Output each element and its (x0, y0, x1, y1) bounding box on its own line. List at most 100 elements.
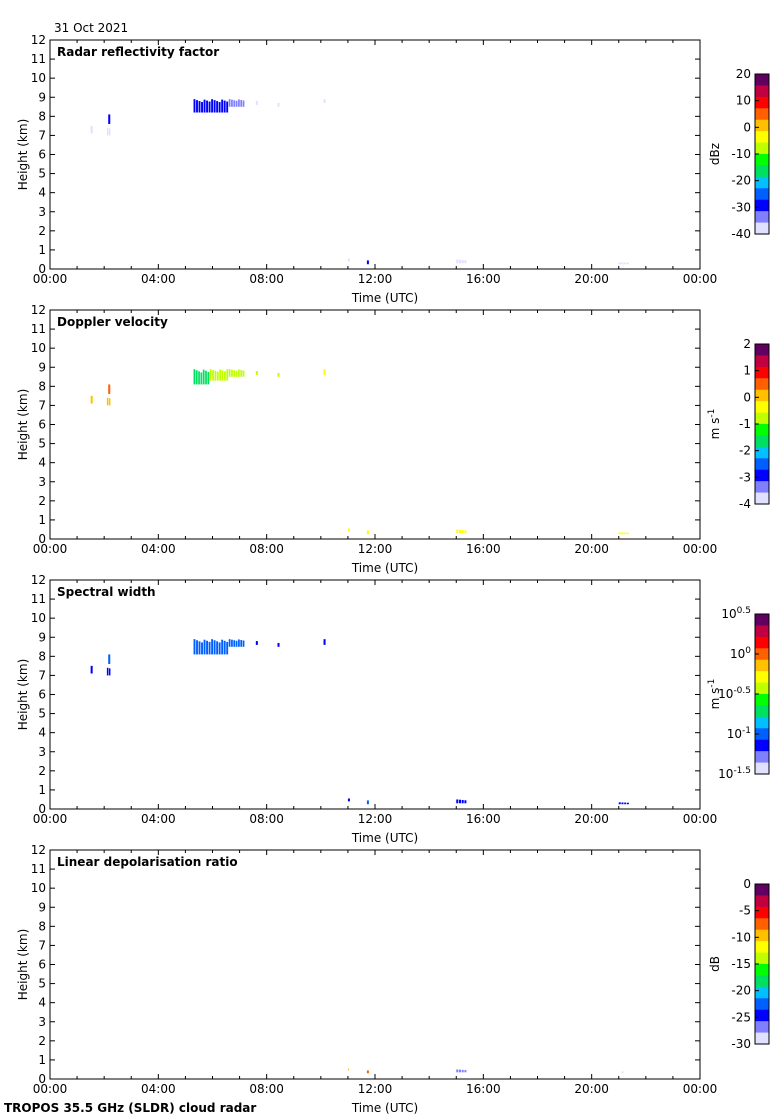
echo-streak (458, 529, 461, 534)
colorbar-tick-label: 0 (743, 877, 751, 891)
echo-2 (366, 1070, 369, 1074)
y-tick-label: 2 (38, 764, 46, 778)
colorbar-segment (755, 202, 769, 207)
echo-streak (255, 641, 258, 645)
colorbar-segment (755, 168, 769, 172)
x-tick-label: 00:00 (33, 1082, 68, 1096)
colorbar-segment (755, 151, 769, 155)
colorbar-tick-label: -5 (739, 904, 751, 918)
y-axis-label: Height (km) (16, 659, 30, 730)
colorbar-segment (755, 406, 769, 411)
echo-streak (108, 384, 111, 394)
colorbar-segment (755, 358, 769, 362)
colorbar-tick-label: -2 (739, 444, 751, 458)
x-tick-label: 08:00 (249, 812, 284, 826)
colorbar-segment (755, 381, 769, 385)
echo-streak (193, 369, 196, 385)
colorbar-segment (755, 756, 769, 761)
colorbar-segment (755, 464, 769, 468)
colorbar-segment (755, 1038, 769, 1042)
panel-title: Radar reflectivity factor (57, 45, 219, 59)
echo-streak (464, 260, 467, 264)
colorbar-segment (755, 372, 769, 377)
colorbar-segment (755, 1024, 769, 1028)
colorbar-segment (755, 102, 769, 107)
echo-streak (195, 370, 198, 385)
colorbar-segment (755, 958, 769, 962)
plot-frame (49, 39, 701, 270)
echo-4 (193, 99, 229, 113)
y-tick-label: 5 (38, 167, 46, 181)
colorbar-segment (755, 668, 769, 672)
x-tick-label: 00:00 (33, 812, 68, 826)
echo-2 (106, 397, 111, 406)
plot-frame (49, 309, 701, 540)
colorbar-segment (755, 128, 769, 132)
colorbar-segment (755, 432, 769, 437)
echo-streak (228, 369, 231, 377)
echo-streak (366, 800, 369, 805)
y-tick-label: 4 (38, 996, 46, 1010)
echo-12 (618, 802, 629, 805)
echo-streak (242, 370, 245, 377)
colorbar-segment (755, 216, 769, 221)
echo-streak (464, 530, 467, 534)
echo-streak (238, 369, 240, 377)
echo-7 (255, 371, 258, 375)
colorbar-segment (755, 631, 769, 635)
echo-streak (240, 369, 243, 377)
colorbar-segment (755, 1041, 769, 1045)
colorbar-segment (755, 716, 769, 721)
x-tick-label: 12:00 (358, 1082, 393, 1096)
y-tick-label: 5 (38, 437, 46, 451)
colorbar-segment (755, 395, 769, 399)
panel-title: Linear depolarisation ratio (57, 855, 238, 869)
colorbar-segment (755, 418, 769, 422)
colorbar-segment (755, 622, 769, 627)
colorbar-segment (755, 165, 769, 169)
colorbar-tick-label: 10-1.5 (718, 766, 751, 781)
colorbar-segment (755, 705, 769, 709)
colorbar-segment (755, 228, 769, 232)
echo-streak (456, 529, 459, 534)
colorbar-segment (755, 938, 769, 942)
echo-streak (212, 369, 214, 381)
colorbar-segment (755, 964, 769, 968)
colorbar-segment (755, 211, 769, 215)
colorbar-segment (755, 1012, 769, 1017)
colorbar-segment (755, 696, 769, 701)
echo-streak (108, 654, 111, 664)
colorbar-tick-label: 1 (743, 364, 751, 378)
colorbar-segment (755, 904, 769, 908)
colorbar-segment (755, 208, 769, 212)
colorbar-segment (755, 986, 769, 991)
colorbar-segment (755, 79, 769, 84)
colorbar-segment (755, 134, 769, 138)
colorbar-segment (755, 901, 769, 905)
echo-streak (223, 640, 226, 655)
colorbar-segment (755, 628, 769, 632)
colorbar: 0 -5 -10 -15 -20 -25 -30 dB (708, 877, 770, 1051)
x-tick-label: 04:00 (141, 542, 176, 556)
y-tick-label: 4 (38, 186, 46, 200)
echo-streak (461, 800, 464, 804)
date-label: 31 Oct 2021 (54, 21, 129, 35)
colorbar-segment (755, 148, 769, 152)
echo-streak (624, 262, 627, 265)
echo-streak (228, 639, 231, 647)
echo-streak (618, 532, 621, 535)
y-tick-label: 12 (31, 843, 46, 857)
y-tick-label: 6 (38, 148, 46, 162)
colorbar-segment (755, 941, 769, 945)
echo-streak (235, 640, 238, 647)
colorbar-segment (755, 139, 769, 144)
colorbar-tick-label: 20 (736, 67, 751, 81)
y-tick-label: 8 (38, 109, 46, 123)
colorbar-tick-label: 10-1 (727, 726, 751, 741)
echo-streak (206, 640, 209, 655)
echo-3 (456, 1069, 467, 1073)
echo-streak (323, 369, 326, 375)
echo-streak (235, 370, 238, 377)
colorbar-segment (755, 625, 769, 629)
